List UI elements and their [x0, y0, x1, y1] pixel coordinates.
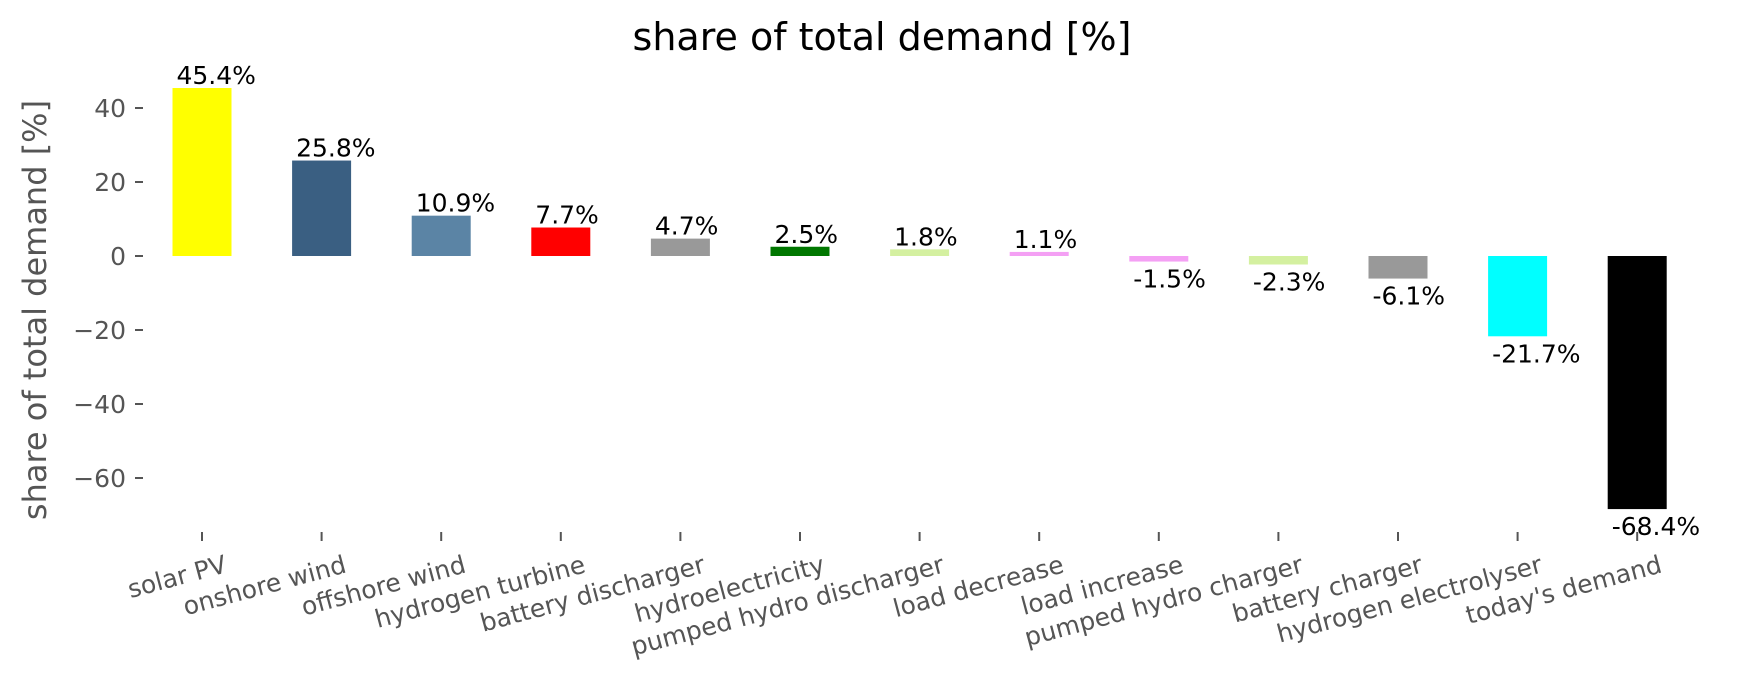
y-tick-label: 40 — [94, 94, 126, 123]
data-label: -68.4% — [1612, 512, 1700, 541]
bar — [890, 249, 950, 256]
bar — [172, 88, 232, 257]
data-label: 10.9% — [416, 189, 495, 218]
y-axis-label: share of total demand [%] — [16, 100, 54, 520]
data-label: 1.1% — [1014, 225, 1078, 254]
bar — [650, 238, 710, 256]
data-label: -2.3% — [1253, 268, 1326, 297]
bar — [292, 160, 352, 256]
data-label: 45.4% — [177, 61, 256, 90]
data-label: 25.8% — [296, 134, 375, 163]
bar — [1248, 256, 1308, 265]
bar — [411, 215, 471, 256]
y-tick-label: 20 — [94, 168, 126, 197]
data-label: 4.7% — [655, 212, 719, 241]
y-tick-label: 0 — [110, 242, 126, 271]
bar — [1607, 256, 1667, 510]
bar — [1368, 256, 1428, 279]
data-label: 1.8% — [894, 222, 958, 251]
bar — [770, 246, 830, 256]
y-tick-label: −40 — [73, 390, 126, 419]
data-label: -6.1% — [1373, 282, 1446, 311]
data-label: -21.7% — [1492, 339, 1580, 368]
chart-title: share of total demand [%] — [633, 15, 1132, 59]
y-tick-label: −20 — [73, 316, 126, 345]
y-axis: 40 20 0 −20 −40 −60 — [73, 94, 143, 493]
data-labels: 45.4% 25.8% 10.9% 7.7% 4.7% 2.5% 1.8% 1.1% -1.5%… — [177, 61, 1701, 541]
data-label: -1.5% — [1133, 265, 1206, 294]
bars — [172, 88, 1667, 510]
data-label: 2.5% — [775, 220, 839, 249]
bar — [531, 227, 591, 256]
bar — [1488, 256, 1548, 337]
data-label: 7.7% — [535, 201, 599, 230]
y-tick-label: −60 — [73, 464, 126, 493]
bar — [1009, 251, 1069, 256]
bar — [1129, 256, 1189, 262]
